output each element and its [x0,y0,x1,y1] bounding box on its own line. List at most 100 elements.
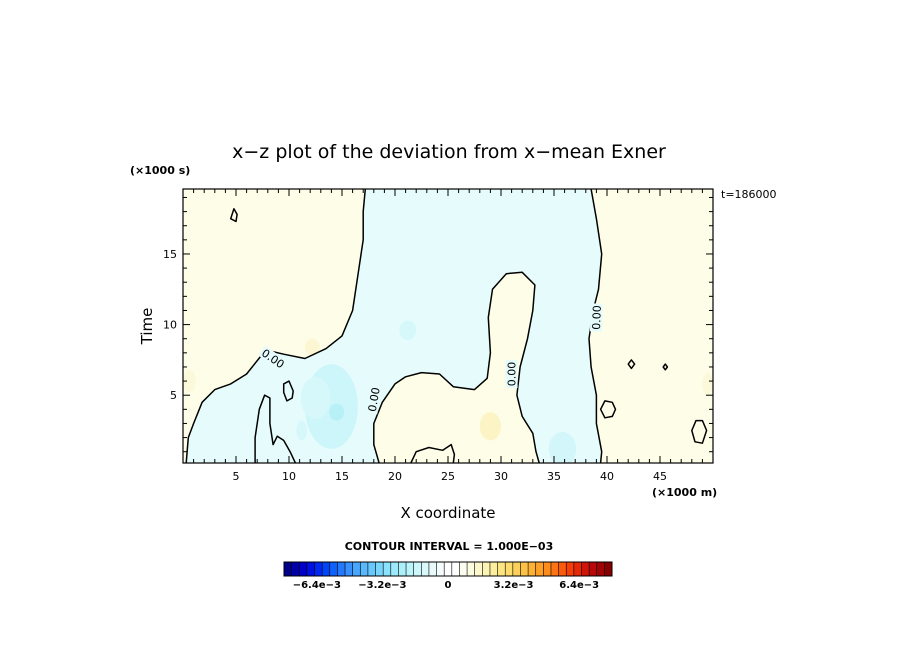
x-axis-label: X coordinate [400,504,495,522]
colorbar-cell [406,562,414,576]
contour-line-9 [662,363,669,371]
contour-line-6 [599,400,617,419]
colorbar-cell [367,562,376,576]
colorbar-cell [528,562,537,576]
colorbar-cell [398,562,407,576]
contour-line-2 [373,271,540,463]
contour-line-10 [410,443,456,463]
contour-label-bg-3 [589,303,603,332]
colorbar-tick-label: −3.2e−3 [358,580,406,591]
colorbar-cell [314,562,323,576]
y-tick-label: 5 [170,389,177,402]
contour-label-bg-0 [258,345,289,372]
colorbar-cell [413,562,422,576]
contour-label-1: 0.00 [366,386,383,412]
region-negative-pocket [255,395,296,463]
colorbar-cell [497,562,506,576]
time-label: t=186000 [721,188,777,201]
colorbar-cell [444,562,453,576]
contour-label-2: 0.00 [506,362,519,387]
colorbar-cell [474,562,483,576]
colorbar-cell [505,562,514,576]
colorbar-cell [581,562,590,576]
region-positive-middle [373,272,540,463]
contour-label-bg-2 [505,360,518,389]
colorbar-tick-label: 6.4e−3 [559,580,599,591]
colorbar-cell [428,562,437,576]
y-axis-label: Time [138,308,156,346]
contour-line-5 [229,208,238,223]
y-unit-label: (×1000 s) [130,164,190,177]
shading-blob-1 [329,403,345,421]
colorbar-tick-label: −6.4e−3 [293,580,341,591]
colorbar-cell [573,562,582,576]
contour-line-8 [627,359,636,370]
shading-blob-3 [296,420,308,441]
contour-line-1 [254,394,297,463]
shading-blob-4 [548,431,577,463]
colorbar-cell [299,562,308,576]
colorbar-cell [337,562,346,576]
x-tick-label: 30 [494,470,508,483]
colorbar-cell [284,562,292,576]
colorbar-cell [482,562,491,576]
colorbar-cell [459,562,468,576]
colorbar-cell [421,562,430,576]
shading-blob-5 [399,320,417,341]
colorbar-tick-label: 3.2e−3 [494,580,534,591]
contour-line-3 [588,189,603,463]
x-tick-label: 20 [388,470,402,483]
colorbar-cell [566,562,575,576]
x-tick-label: 45 [653,470,667,483]
colorbar-cell [467,562,475,576]
contour-line-7 [691,419,708,444]
x-tick-label: 15 [335,470,349,483]
colorbar: −6.4e−3 −3.2e−3 0 3.2e−3 6.4e−3 [283,561,613,591]
colorbar-cell [589,562,598,576]
shading-blob-8 [183,369,196,393]
x-unit-label: (×1000 m) [652,486,717,499]
colorbar-cell [596,562,605,576]
x-tick-label: 10 [282,470,296,483]
contour-line-4 [282,380,294,402]
colorbar-cell [383,562,392,576]
colorbar-cell [352,562,361,576]
x-tick-label: 5 [233,470,240,483]
colorbar-cell [604,562,613,576]
colorbar-cell [291,562,300,576]
chart-title: x−z plot of the deviation from x−mean Ex… [232,141,666,163]
x-tick-label: 25 [441,470,455,483]
colorbar-cell [322,562,331,576]
contour-label-bg-1 [365,384,383,415]
colorbar-cell [512,562,521,576]
colorbar-cell [360,562,369,576]
y-tick-label: 10 [163,319,177,332]
colorbar-cell [436,562,445,576]
colorbar-tick-label: 0 [445,580,452,591]
colorbar-cell [306,562,315,576]
shading-blob-9 [702,372,713,396]
colorbar-cell [451,562,460,576]
colorbar-cell [535,562,544,576]
colorbar-cell [489,562,498,576]
colorbar-cell [520,562,529,576]
colorbar-cell [375,562,384,576]
contour-label-3: 0.00 [590,305,604,330]
x-tick-label: 40 [600,470,614,483]
x-tick-label: 35 [547,470,561,483]
colorbar-cell [543,562,552,576]
colorbar-cell [345,562,353,576]
shading-blob-2 [300,376,331,420]
contour-interval-label: CONTOUR INTERVAL = 1.000E−03 [345,540,554,553]
colorbar-cell [329,562,338,576]
shading-blob-6 [304,338,320,356]
contour-line-0 [185,189,367,463]
colorbar-cell [390,562,399,576]
colorbar-frame [283,561,613,577]
y-tick-label: 15 [163,248,177,261]
colorbar-cell [558,562,567,576]
shading-blob-7 [479,412,501,441]
colorbar-cell [550,562,559,576]
